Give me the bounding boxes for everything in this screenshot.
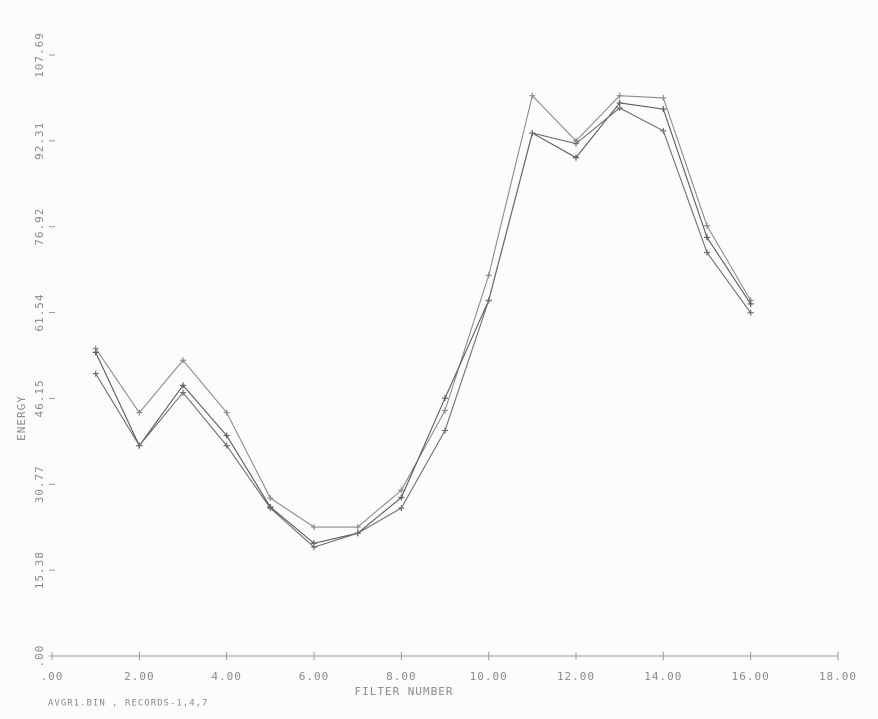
- x-tick-label: 4.00: [211, 670, 242, 683]
- point-marker: [442, 395, 448, 402]
- y-tick-label: 61.54: [33, 293, 46, 331]
- point-marker: [442, 407, 448, 414]
- point-marker: [704, 249, 710, 256]
- point-marker: [442, 427, 448, 434]
- point-marker: [267, 495, 274, 502]
- point-marker: [223, 442, 230, 449]
- point-marker: [180, 389, 186, 396]
- y-tick-label: 76.92: [33, 208, 46, 246]
- y-axis-label: ENERGY: [15, 395, 28, 441]
- series-line: [95, 94, 752, 528]
- x-axis-label: FILTER NUMBER: [354, 685, 453, 698]
- point-marker: [616, 104, 623, 111]
- y-tick-label: 46.15: [33, 379, 46, 417]
- x-tick-label: 16.00: [732, 670, 770, 683]
- y-tick-label: .00: [33, 645, 46, 668]
- point-marker: [485, 272, 492, 279]
- footnote: AVGR1.BIN , RECORDS-1,4,7: [48, 699, 208, 709]
- point-marker: [616, 92, 623, 99]
- point-marker: [485, 297, 492, 304]
- point-marker: [529, 92, 536, 99]
- point-marker: [180, 382, 186, 389]
- point-marker: [180, 357, 186, 364]
- point-marker: [354, 530, 361, 537]
- point-marker: [136, 409, 143, 416]
- x-tick-label: 12.00: [557, 670, 595, 683]
- x-tick-label: .00: [41, 670, 64, 683]
- point-marker: [573, 154, 579, 161]
- point-marker: [747, 300, 754, 307]
- x-tick-label: 6.00: [299, 670, 330, 683]
- point-marker: [660, 94, 667, 101]
- point-marker: [311, 544, 317, 551]
- x-tick-label: 10.00: [470, 670, 508, 683]
- point-marker: [92, 349, 99, 356]
- point-marker: [223, 409, 230, 416]
- point-marker: [354, 524, 361, 531]
- x-tick-label: 2.00: [124, 670, 155, 683]
- point-marker: [223, 432, 230, 439]
- point-marker: [136, 442, 143, 449]
- point-marker: [704, 234, 710, 241]
- point-marker: [92, 370, 99, 377]
- point-marker: [747, 309, 754, 316]
- point-marker: [267, 505, 274, 512]
- point-marker: [616, 99, 623, 106]
- x-tick-label: 18.00: [819, 670, 857, 683]
- point-marker: [660, 127, 667, 134]
- point-marker: [398, 505, 405, 512]
- point-marker: [311, 524, 317, 531]
- point-marker: [704, 222, 710, 229]
- y-tick-label: 92.31: [33, 122, 46, 160]
- series-line: [95, 107, 752, 548]
- y-tick-label: 30.77: [33, 465, 46, 503]
- point-marker: [398, 494, 405, 501]
- y-tick-label: 107.69: [33, 32, 46, 78]
- series-line: [95, 102, 752, 544]
- point-marker: [573, 140, 579, 147]
- point-marker: [660, 106, 667, 113]
- point-marker: [398, 487, 405, 494]
- x-tick-label: 8.00: [386, 670, 417, 683]
- x-tick-label: 14.00: [644, 670, 682, 683]
- y-tick-label: 15.38: [33, 551, 46, 589]
- point-marker: [529, 130, 536, 137]
